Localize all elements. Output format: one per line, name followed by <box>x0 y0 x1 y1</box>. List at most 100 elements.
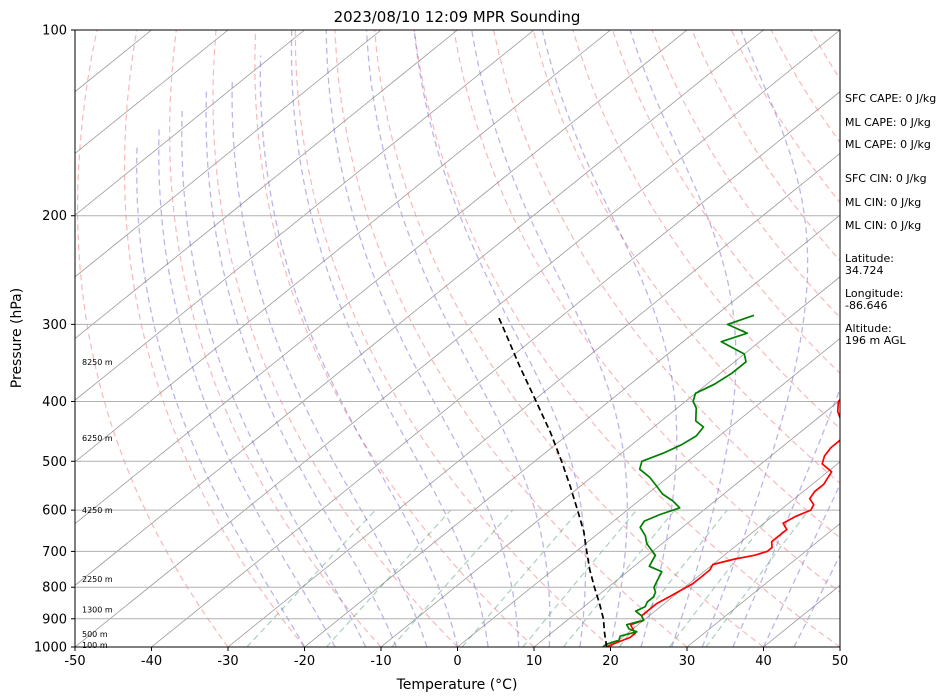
moist-adiabat-line <box>158 129 336 647</box>
isotherm-line <box>75 30 764 586</box>
x-tick-label: 20 <box>602 654 619 669</box>
dry-adiabat-line <box>572 30 840 430</box>
x-tick-label: -40 <box>141 654 162 669</box>
info-panel: SFC CAPE: 0 J/kg ML CAPE: 0 J/kg ML CAPE… <box>845 92 936 347</box>
x-axis-label: Temperature (°C) <box>396 677 518 693</box>
y-tick-label: 400 <box>42 395 67 410</box>
y-tick-label: 100 <box>42 24 67 39</box>
info-ml-cape-1: ML CAPE: 0 J/kg <box>845 116 931 129</box>
moist-adiabat-line <box>231 78 428 647</box>
info-ml-cin-1: ML CIN: 0 J/kg <box>845 196 921 209</box>
height-label: 6250 m <box>82 434 113 443</box>
isotherm-line <box>151 91 840 647</box>
isotherm-line <box>610 461 840 647</box>
isotherm-line <box>75 30 840 647</box>
info-latitude-value: 34.724 <box>845 264 884 277</box>
x-tick-label: -20 <box>294 654 315 669</box>
y-tick-label: 300 <box>42 318 67 333</box>
dry-adiabat-line <box>77 30 229 647</box>
sounding-traces <box>496 314 840 647</box>
y-tick-label: 700 <box>42 545 67 560</box>
dry-adiabat-line <box>254 30 535 647</box>
mixing-ratio-line <box>461 509 580 647</box>
height-label: 500 m <box>82 630 108 639</box>
isotherm-line <box>75 30 458 340</box>
isotherm-line <box>75 30 382 278</box>
temperature-trace <box>606 398 840 647</box>
x-tick-label: -50 <box>64 654 85 669</box>
info-ml-cin-2: ML CIN: 0 J/kg <box>845 219 921 232</box>
info-sfc-cape: SFC CAPE: 0 J/kg <box>845 92 936 105</box>
moist-adiabat-line <box>365 30 551 647</box>
mixing-ratio-line <box>326 509 452 647</box>
x-tick-label: 0 <box>453 654 461 669</box>
dry-adiabat-line <box>930 30 947 647</box>
x-tick-label: 50 <box>832 654 849 669</box>
y-axis-ticks: 100 200 300 400 500 600 700 800 900 1000 <box>34 24 75 656</box>
info-longitude-label: Longitude: <box>845 287 903 300</box>
dry-adiabat-line <box>168 30 382 647</box>
mixing-ratio-line <box>563 509 676 647</box>
x-tick-label: 40 <box>755 654 772 669</box>
moist-adiabat-line <box>413 30 587 647</box>
isotherm-line <box>75 30 305 216</box>
mixing-ratio-line <box>391 509 514 647</box>
parcel-trace <box>496 314 608 647</box>
dry-adiabat-line <box>413 30 840 647</box>
info-altitude-label: Altitude: <box>845 322 892 335</box>
moist-adiabat-line <box>471 30 628 647</box>
height-labels: 100 m 500 m 1300 m 2250 m 4250 m 6250 m 8250 m <box>82 358 113 650</box>
dry-adiabat-line <box>611 30 840 375</box>
moist-adiabat-line <box>290 30 489 647</box>
moist-adiabat-line <box>732 386 840 647</box>
moist-adiabat-line <box>181 110 367 647</box>
height-label: 8250 m <box>82 358 113 367</box>
y-tick-label: 200 <box>42 209 67 224</box>
isotherm-line <box>227 152 840 647</box>
isotherm-line <box>75 30 229 154</box>
info-sfc-cin: SFC CIN: 0 J/kg <box>845 172 927 185</box>
moist-adiabat-line <box>325 30 520 647</box>
y-tick-label: 800 <box>42 581 67 596</box>
dry-adiabat-line <box>294 30 611 647</box>
height-label: 2250 m <box>82 575 113 584</box>
x-tick-label: -10 <box>370 654 391 669</box>
dry-adiabat-line <box>123 30 305 647</box>
dewpoint-trace <box>602 314 755 647</box>
moist-adiabat-line <box>541 30 678 647</box>
isotherm-line <box>75 30 688 525</box>
dry-adiabat-line <box>334 30 688 647</box>
y-tick-label: 600 <box>42 504 67 519</box>
isotherm-line <box>686 523 840 647</box>
y-axis-label: Pressure (hPa) <box>9 288 25 388</box>
isotherm-line <box>75 30 611 463</box>
mixing-ratio-line <box>522 509 638 647</box>
x-tick-label: -30 <box>217 654 238 669</box>
info-latitude-label: Latitude: <box>845 252 894 265</box>
isotherm-line <box>380 276 840 647</box>
info-ml-cape-2: ML CAPE: 0 J/kg <box>845 138 931 151</box>
height-label: 1300 m <box>82 606 113 615</box>
moist-adiabat-line <box>629 30 737 647</box>
moist-adiabat-line <box>259 55 459 647</box>
moist-adiabat-line <box>205 89 397 647</box>
height-label: 4250 m <box>82 506 113 515</box>
moist-adiabat-line <box>136 147 306 647</box>
dry-adiabat-line <box>453 30 840 593</box>
isotherm-line <box>304 214 840 647</box>
chart-title: 2023/08/10 12:09 MPR Sounding <box>334 8 581 26</box>
info-altitude-value: 196 m AGL <box>845 334 907 347</box>
thermo-background-lines <box>75 30 947 647</box>
isotherm-line <box>75 30 535 401</box>
dry-adiabat-line <box>212 30 458 647</box>
dry-adiabat-line <box>651 30 840 319</box>
y-tick-label: 1000 <box>34 641 67 656</box>
x-tick-label: 30 <box>679 654 696 669</box>
dry-adiabat-line <box>374 30 764 647</box>
y-tick-label: 900 <box>42 612 67 627</box>
y-tick-label: 500 <box>42 455 67 470</box>
x-tick-label: 10 <box>526 654 543 669</box>
height-label: 100 m <box>82 641 108 650</box>
moist-adiabat-line <box>701 30 809 647</box>
